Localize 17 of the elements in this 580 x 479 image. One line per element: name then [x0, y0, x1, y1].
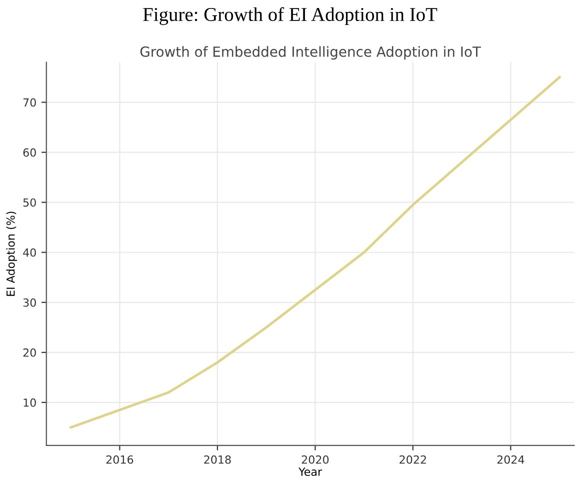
y-tick-label: 70 [23, 98, 36, 107]
chart-title: Growth of Embedded Intelligence Adoption in IoT [140, 46, 482, 60]
text: Figure: Growth of EI Adoption in IoT [143, 7, 438, 26]
x-tick-label: 2018 [204, 455, 231, 464]
y-axis-title: EI Adoption (%) [6, 212, 17, 296]
y-tick-label: 10 [24, 398, 36, 407]
x-tick-label: 2022 [400, 455, 426, 464]
x-tick-label: 2016 [106, 455, 134, 464]
x-tick-label: 2024 [497, 455, 524, 464]
y-tick-label: 20 [23, 348, 36, 357]
x-tick-label: 2020 [302, 455, 329, 464]
y-tick-label: 60 [23, 148, 36, 157]
y-tick-label: 40 [23, 248, 36, 257]
y-tick-label: 30 [23, 298, 36, 307]
x-axis-title: Year [298, 468, 322, 476]
line-series [70, 76, 561, 429]
y-tick-label: 50 [23, 198, 36, 207]
